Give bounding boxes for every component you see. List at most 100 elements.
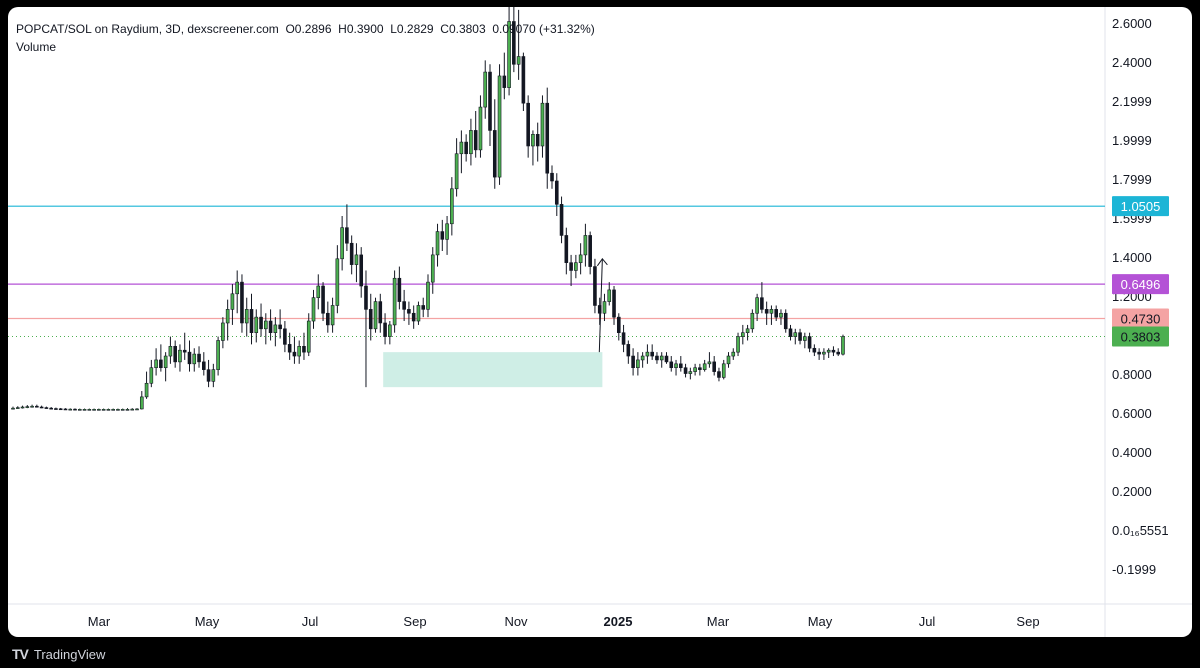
candle[interactable] (779, 309, 783, 325)
candle[interactable] (621, 324, 626, 353)
candle[interactable] (111, 408, 115, 411)
candle[interactable] (492, 99, 497, 189)
candle[interactable] (259, 303, 263, 337)
candle[interactable] (244, 297, 249, 337)
candle[interactable] (803, 332, 807, 349)
candle[interactable] (669, 356, 674, 372)
candle[interactable] (316, 274, 321, 310)
candle[interactable] (73, 408, 77, 411)
price-badge[interactable]: 0.4730 (1112, 308, 1169, 329)
chart-panel[interactable]: 2.6000 2.4000 2.1999 1.9999 1.7999 1.5999 1.40… (8, 7, 1192, 637)
candle[interactable] (736, 332, 740, 357)
candle[interactable] (841, 334, 845, 356)
candle[interactable] (187, 340, 192, 372)
candle[interactable] (20, 405, 25, 409)
candle[interactable] (97, 408, 101, 411)
candle[interactable] (368, 293, 373, 341)
candle[interactable] (144, 371, 149, 399)
price-badge[interactable]: 0.6496 (1112, 274, 1169, 295)
candle[interactable] (774, 305, 779, 322)
candle[interactable] (674, 359, 678, 376)
candle[interactable] (607, 282, 612, 306)
candle[interactable] (254, 309, 259, 343)
candle[interactable] (392, 270, 397, 333)
candle[interactable] (345, 204, 349, 252)
candle[interactable] (516, 9, 521, 80)
candle[interactable] (192, 348, 197, 372)
candle[interactable] (349, 235, 354, 275)
candle[interactable] (626, 340, 631, 364)
candle[interactable] (149, 359, 154, 388)
candle[interactable] (388, 321, 392, 345)
candle[interactable] (683, 363, 688, 378)
candle[interactable] (473, 110, 478, 158)
candle[interactable] (540, 95, 545, 158)
candle[interactable] (812, 344, 817, 357)
candle[interactable] (335, 245, 340, 314)
candle[interactable] (135, 408, 139, 411)
candle[interactable] (411, 305, 416, 329)
candle[interactable] (798, 328, 802, 345)
candle[interactable] (54, 407, 58, 410)
candle[interactable] (450, 177, 454, 236)
candle[interactable] (311, 289, 316, 329)
candle[interactable] (531, 130, 535, 166)
candle[interactable] (564, 227, 569, 275)
candle[interactable] (793, 328, 798, 345)
candle[interactable] (593, 258, 597, 314)
candle[interactable] (659, 352, 664, 368)
projection-arrow-shaft[interactable] (598, 258, 603, 353)
candle[interactable] (559, 196, 564, 244)
candle[interactable] (268, 309, 273, 341)
candle[interactable] (249, 293, 254, 345)
candle[interactable] (755, 293, 759, 322)
candle[interactable] (278, 309, 282, 339)
candle[interactable] (440, 219, 445, 252)
candle[interactable] (211, 363, 216, 388)
candle[interactable] (15, 406, 20, 409)
candle[interactable] (788, 324, 793, 341)
candle[interactable] (469, 118, 473, 166)
candle[interactable] (120, 408, 125, 411)
candle[interactable] (688, 367, 693, 380)
candle[interactable] (717, 367, 721, 382)
candle[interactable] (764, 301, 769, 325)
candle[interactable] (326, 301, 330, 333)
candle[interactable] (359, 247, 364, 298)
candle[interactable] (750, 309, 755, 333)
candle[interactable] (306, 313, 311, 357)
candle[interactable] (726, 352, 731, 368)
candle[interactable] (82, 408, 87, 411)
candle[interactable] (364, 270, 368, 388)
candle[interactable] (631, 348, 635, 376)
candle[interactable] (178, 344, 182, 372)
candle[interactable] (354, 243, 359, 283)
candle[interactable] (30, 404, 34, 408)
candle[interactable] (159, 344, 163, 372)
candle[interactable] (163, 352, 168, 382)
candle[interactable] (292, 336, 297, 364)
candle[interactable] (741, 324, 745, 345)
candle[interactable] (464, 134, 468, 162)
candle[interactable] (650, 344, 654, 360)
candle[interactable] (116, 408, 120, 411)
candle[interactable] (655, 352, 659, 364)
price-badge[interactable]: 1.0505 (1112, 196, 1169, 217)
candle[interactable] (640, 352, 645, 368)
candle[interactable] (488, 64, 492, 146)
candle[interactable] (583, 223, 588, 267)
candle[interactable] (807, 332, 812, 353)
candle[interactable] (502, 52, 507, 100)
candle[interactable] (106, 408, 111, 411)
candle[interactable] (206, 359, 211, 388)
candle[interactable] (712, 356, 716, 376)
candle[interactable] (535, 122, 540, 162)
candle[interactable] (154, 348, 158, 376)
candle[interactable] (707, 352, 712, 368)
candle[interactable] (302, 332, 306, 360)
candle[interactable] (545, 87, 550, 189)
candle[interactable] (678, 356, 683, 372)
candle[interactable] (574, 254, 578, 279)
candle[interactable] (612, 286, 616, 325)
candle[interactable] (426, 274, 430, 318)
